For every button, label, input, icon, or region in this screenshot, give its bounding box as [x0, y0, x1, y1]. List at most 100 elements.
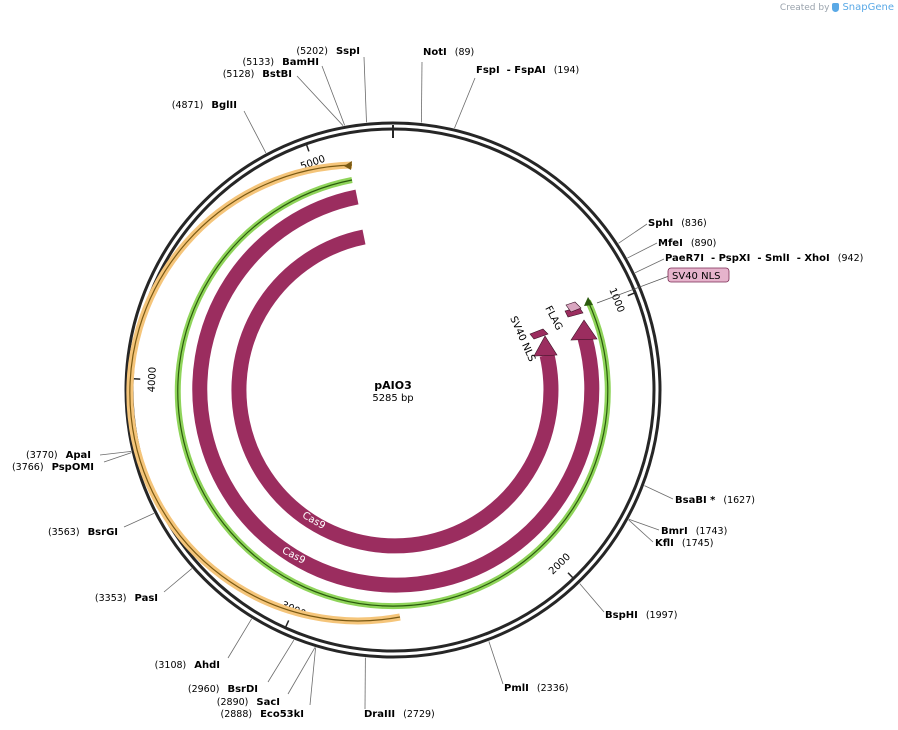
site-pos-bamhi: (5133) [243, 57, 275, 68]
site-name-bsrgi-0: BsrGI [88, 527, 118, 538]
site-name-bamhi-0: BamHI [282, 57, 319, 68]
feature-flag[interactable]: FLAG [542, 301, 584, 332]
site-leader-sspi [363, 56, 367, 123]
site-label-pasi: (3353) PasI [95, 593, 158, 604]
site-name-pmli-0: PmlI [504, 683, 529, 694]
site-name-bmri-0: BmrI [661, 526, 688, 537]
site-pos-eco53ki: (2888) [220, 709, 252, 720]
site-label-kfli: KflI (1745) [655, 538, 713, 549]
site-label-apai: (3770) ApaI [26, 450, 91, 461]
site-pos-bglii: (4871) [172, 100, 204, 111]
site-leader-kfli [628, 519, 654, 543]
tick-label-1000: 1000 [606, 287, 626, 315]
site-leader-sphi [618, 223, 648, 244]
site-bsrdi[interactable]: (2960) BsrDI [188, 639, 295, 695]
site-pspomi[interactable]: (3766) PspOMI [12, 452, 132, 473]
site-pos-sphi: (836) [681, 218, 707, 229]
site-name-pspomi-0: PspOMI [52, 462, 94, 473]
site-fspi[interactable]: FspI - FspAI (194) [454, 65, 580, 129]
site-bglii[interactable]: (4871) BglII [172, 100, 267, 154]
site-leader-bsabi [644, 485, 674, 500]
orf-green-core [177, 179, 609, 607]
tick-5000 [305, 144, 310, 152]
site-label-bsrdi: (2960) BsrDI [188, 684, 258, 695]
site-eco53ki[interactable]: (2888) Eco53kI [220, 647, 316, 720]
site-label-bstbi: (5128) BstBI [223, 69, 292, 80]
site-label-bsabi: BsaBI * (1627) [675, 495, 755, 506]
site-name-sphi-0: SphI [648, 218, 673, 229]
site-label-saci: (2890) SacI [217, 697, 280, 708]
site-leader-bamhi [321, 65, 346, 126]
site-leader-bmri [628, 518, 660, 531]
site-saci[interactable]: (2890) SacI [217, 647, 316, 708]
site-pos-pasi: (3353) [95, 593, 127, 604]
site-name-saci-0: SacI [256, 697, 280, 708]
site-bamhi[interactable]: (5133) BamHI [243, 57, 346, 126]
site-leader-pmli [488, 641, 504, 685]
feature-orf-orange[interactable] [126, 161, 401, 625]
orf-green-arrowhead [584, 297, 593, 306]
tick-1000 [627, 292, 635, 297]
backbone-outer-ring [124, 121, 662, 659]
site-leader-bsphi [579, 583, 605, 613]
site-label-sphi: SphI (836) [648, 218, 707, 229]
plasmid-name: pAIO3 [374, 379, 412, 392]
site-label-draiii: DraIII (2729) [364, 709, 435, 720]
site-bsrgi[interactable]: (3563) BsrGI [48, 513, 155, 538]
sv40-small-arrow [565, 301, 582, 313]
site-bsphi[interactable]: BspHI (1997) [579, 583, 678, 621]
sv40-nls-inner-arrow [529, 328, 549, 340]
site-pos-bsrdi: (2960) [188, 684, 220, 695]
site-label-bsphi: BspHI (1997) [605, 610, 677, 621]
site-pos-pmli: (2336) [537, 683, 569, 694]
site-leader-fspi [454, 77, 476, 129]
site-mfei[interactable]: MfeI (890) [627, 238, 716, 259]
site-name-bsrdi-0: BsrDI [227, 684, 258, 695]
restriction-sites: NotI (89)FspI - FspAI (194) SphI (836) MfeI (89… [12, 46, 863, 720]
site-name-paer7i-3: - XhoI [797, 253, 830, 264]
site-label-pmli: PmlI (2336) [504, 683, 569, 694]
site-pos-bmri: (1743) [696, 526, 728, 537]
snapgene-credit: Created by SnapGene [780, 2, 894, 13]
site-pos-apai: (3770) [26, 450, 58, 461]
site-label-bamhi: (5133) BamHI [243, 57, 319, 68]
site-pmli[interactable]: PmlI (2336) [488, 641, 569, 694]
site-leader-mfei [627, 242, 658, 259]
site-leader-bstbi [296, 75, 344, 126]
site-leader-apai [99, 451, 132, 456]
site-pasi[interactable]: (3353) PasI [95, 568, 193, 604]
site-pos-bsrgi: (3563) [48, 527, 80, 538]
site-name-bstbi-0: BstBI [262, 69, 292, 80]
sv40-nls-leader [596, 275, 670, 304]
site-leader-bsrgi [123, 513, 155, 528]
site-name-noti-0: NotI [423, 47, 447, 58]
site-pos-draiii: (2729) [403, 709, 435, 720]
site-paer7i[interactable]: PaeR7I - PspXI - SmlI - XhoI (942) [634, 253, 864, 274]
site-kfli[interactable]: KflI (1745) [628, 519, 714, 549]
site-pos-paer7i: (942) [838, 253, 864, 264]
site-bmri[interactable]: BmrI (1743) [628, 518, 728, 537]
site-leader-eco53ki [309, 647, 316, 706]
site-sspi[interactable]: (5202) SspI [296, 46, 367, 123]
site-name-bsphi-0: BspHI [605, 610, 638, 621]
site-bsabi[interactable]: BsaBI * (1627) [644, 485, 755, 506]
site-bstbi[interactable]: (5128) BstBI [223, 69, 344, 126]
plasmid-length: 5285 bp [372, 393, 413, 404]
site-noti[interactable]: NotI (89) [421, 47, 474, 123]
site-apai[interactable]: (3770) ApaI [26, 450, 132, 461]
sv40-nls-callout[interactable]: SV40 NLS [596, 267, 730, 304]
site-sphi[interactable]: SphI (836) [618, 218, 707, 244]
sv40-nls-box-label: SV40 NLS [672, 271, 721, 282]
site-ahdi[interactable]: (3108) AhdI [155, 618, 252, 671]
feature-orf-green[interactable] [174, 177, 611, 610]
orf-orange-arrowhead [344, 161, 352, 170]
site-pos-fspi: (194) [554, 65, 580, 76]
site-draiii[interactable]: DraIII (2729) [364, 657, 435, 720]
site-name-pasi-0: PasI [135, 593, 158, 604]
site-leader-noti [421, 61, 423, 123]
site-pos-bstbi: (5128) [223, 69, 255, 80]
site-name-draiii-0: DraIII [364, 709, 395, 720]
flag-label: FLAG [542, 304, 564, 332]
site-name-fspi-1: - FspAI [507, 65, 546, 76]
site-leader-pspomi [103, 452, 132, 463]
